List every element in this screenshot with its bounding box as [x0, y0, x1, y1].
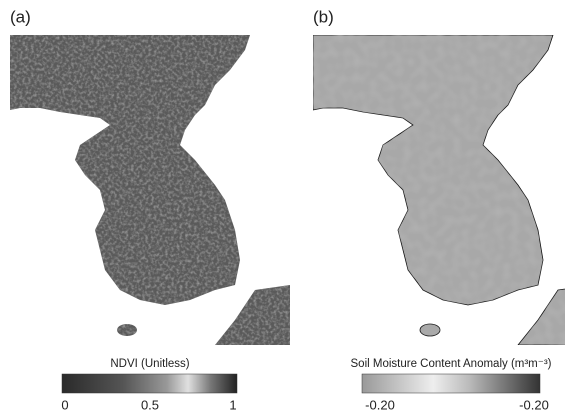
colorbar-title: NDVI (Unitless) [110, 358, 189, 370]
soil-moisture-map [313, 35, 579, 345]
colorbar [362, 374, 540, 393]
figure: (a) (b) NDVI (Unitless) 0 0.5 1 Soil Moi… [0, 0, 579, 413]
colorbar-tick: -0.20 [519, 397, 549, 412]
ndvi-map [10, 35, 290, 345]
panel-label: (a) [10, 7, 31, 26]
colorbar-tick: 0.5 [141, 397, 159, 412]
colorbar-tick: 0 [61, 397, 68, 412]
colorbar-tick: -0.20 [365, 397, 395, 412]
colorbar [62, 374, 237, 393]
panel-label: (b) [313, 7, 334, 26]
colorbar-tick: 1 [229, 397, 236, 412]
colorbar-title: Soil Moisture Content Anomaly (m³m⁻³) [351, 358, 552, 370]
